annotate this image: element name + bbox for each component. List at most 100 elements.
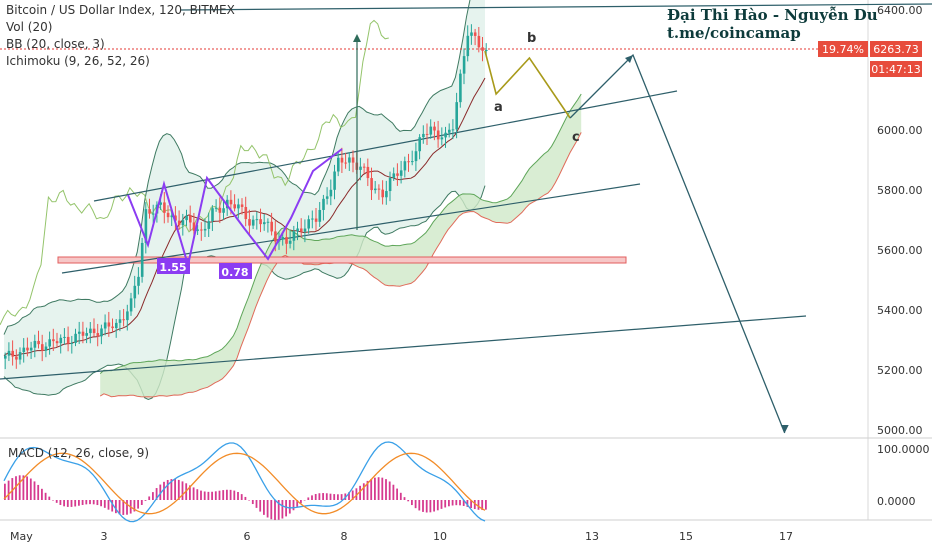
candle-body <box>414 151 418 162</box>
candle-body <box>244 206 248 220</box>
macd-histogram-bar <box>311 495 313 500</box>
macd-histogram-bar <box>11 478 14 500</box>
ratio-badge-right: 0.78 <box>221 266 248 279</box>
candle-body <box>170 215 174 218</box>
candle-body <box>211 208 214 222</box>
candle-body <box>407 161 410 163</box>
macd-histogram-bar <box>392 484 395 500</box>
time-tick-label: May <box>10 530 33 543</box>
candle-body <box>318 209 322 222</box>
candle-body <box>462 56 466 74</box>
candle-body <box>329 189 333 197</box>
candle-body <box>470 32 473 36</box>
candle-body <box>174 215 177 221</box>
candle-body <box>337 157 340 172</box>
candle-body <box>333 171 336 190</box>
macd-histogram-bar <box>473 500 476 510</box>
macd-histogram-bar <box>107 500 110 510</box>
macd-histogram-bar <box>407 500 410 502</box>
macd-histogram-bar <box>362 483 365 500</box>
candle-body <box>207 221 211 229</box>
candle-body <box>300 228 303 232</box>
price-tick-label: 5200.00 <box>877 364 923 377</box>
candle-body <box>48 339 51 347</box>
macd-histogram-bar <box>181 481 184 500</box>
macd-histogram-bar <box>337 494 339 500</box>
author-name: Đại Thi Hào - Nguyễn Du <box>667 6 878 24</box>
macd-histogram-bar <box>144 500 147 501</box>
macd-histogram-bar <box>103 500 106 508</box>
candle-body <box>259 219 262 225</box>
macd-line <box>3 441 486 523</box>
candle-body <box>203 228 207 231</box>
candle-body <box>196 229 199 231</box>
candle-body <box>11 350 14 357</box>
price-tick-label: 5800.00 <box>877 184 923 197</box>
time-tick-label: 17 <box>779 530 793 543</box>
indicator-ichimoku[interactable]: Ichimoku (9, 26, 52, 26) <box>6 54 150 68</box>
macd-histogram-bar <box>163 481 165 500</box>
candle-body <box>115 322 118 329</box>
candle-body <box>311 218 314 220</box>
macd-histogram <box>4 475 487 521</box>
macd-histogram-bar <box>211 491 213 500</box>
target-arrow-head <box>353 34 361 42</box>
macd-histogram-bar <box>74 500 77 507</box>
macd-histogram-bar <box>222 490 225 500</box>
candle-body <box>285 237 288 244</box>
ratio-badge-left-bg <box>157 258 190 274</box>
indicator-bollinger[interactable]: BB (20, close, 3) <box>6 37 105 51</box>
macd-histogram-bar <box>189 485 191 500</box>
macd-histogram-bar <box>140 500 143 505</box>
candle-body <box>74 333 77 343</box>
wave-label-c: c <box>572 130 580 145</box>
candle-body <box>248 219 251 226</box>
candle-body <box>181 220 185 226</box>
candle-body <box>255 219 259 221</box>
macd-histogram-bar <box>192 487 195 500</box>
macd-histogram-bar <box>126 500 128 515</box>
macd-histogram-bar <box>55 500 58 503</box>
indicator-macd[interactable]: MACD (12, 26, close, 9) <box>8 446 150 460</box>
macd-histogram-bar <box>155 488 158 500</box>
macd-histogram-bar <box>425 500 428 513</box>
countdown-badge: 01:47:13 <box>871 63 920 76</box>
candle-body <box>340 157 344 163</box>
macd-histogram-bar <box>411 500 413 506</box>
macd-histogram-bar <box>229 489 232 500</box>
candle-body <box>81 331 85 336</box>
indicator-volume[interactable]: Vol (20) <box>6 20 53 34</box>
candle-body <box>266 221 270 223</box>
macd-histogram-bar <box>422 500 424 512</box>
candle-body <box>448 129 451 133</box>
macd-histogram-bar <box>429 500 432 513</box>
candle-body <box>185 215 188 221</box>
macd-histogram-bar <box>41 488 43 500</box>
macd-histogram-bar <box>177 479 180 500</box>
time-tick-label: 13 <box>585 530 599 543</box>
macd-histogram-bar <box>396 488 398 500</box>
macd-histogram-bar <box>444 500 447 508</box>
macd-histogram-bar <box>29 478 32 500</box>
candle-body <box>477 35 481 48</box>
candle-body <box>18 352 22 360</box>
candle-body <box>433 126 436 131</box>
macd-histogram-bar <box>296 500 299 507</box>
price-badge-bg <box>870 41 922 57</box>
macd-histogram-bar <box>63 500 65 507</box>
candle-body <box>100 328 103 337</box>
macd-histogram-bar <box>4 483 6 500</box>
macd-histogram-bar <box>33 481 36 500</box>
candle-body <box>274 231 277 242</box>
macd-histogram-bar <box>266 500 269 518</box>
macd-histogram-bar <box>399 492 402 500</box>
macd-histogram-bar <box>255 500 258 508</box>
candle-body <box>189 215 192 223</box>
macd-histogram-bar <box>133 500 136 512</box>
symbol-title[interactable]: Bitcoin / US Dollar Index, 120, BITMEX <box>6 3 235 17</box>
candle-body <box>70 342 74 344</box>
macd-histogram-bar <box>248 500 250 501</box>
candle-body <box>163 202 166 213</box>
wave-projection <box>484 50 571 119</box>
